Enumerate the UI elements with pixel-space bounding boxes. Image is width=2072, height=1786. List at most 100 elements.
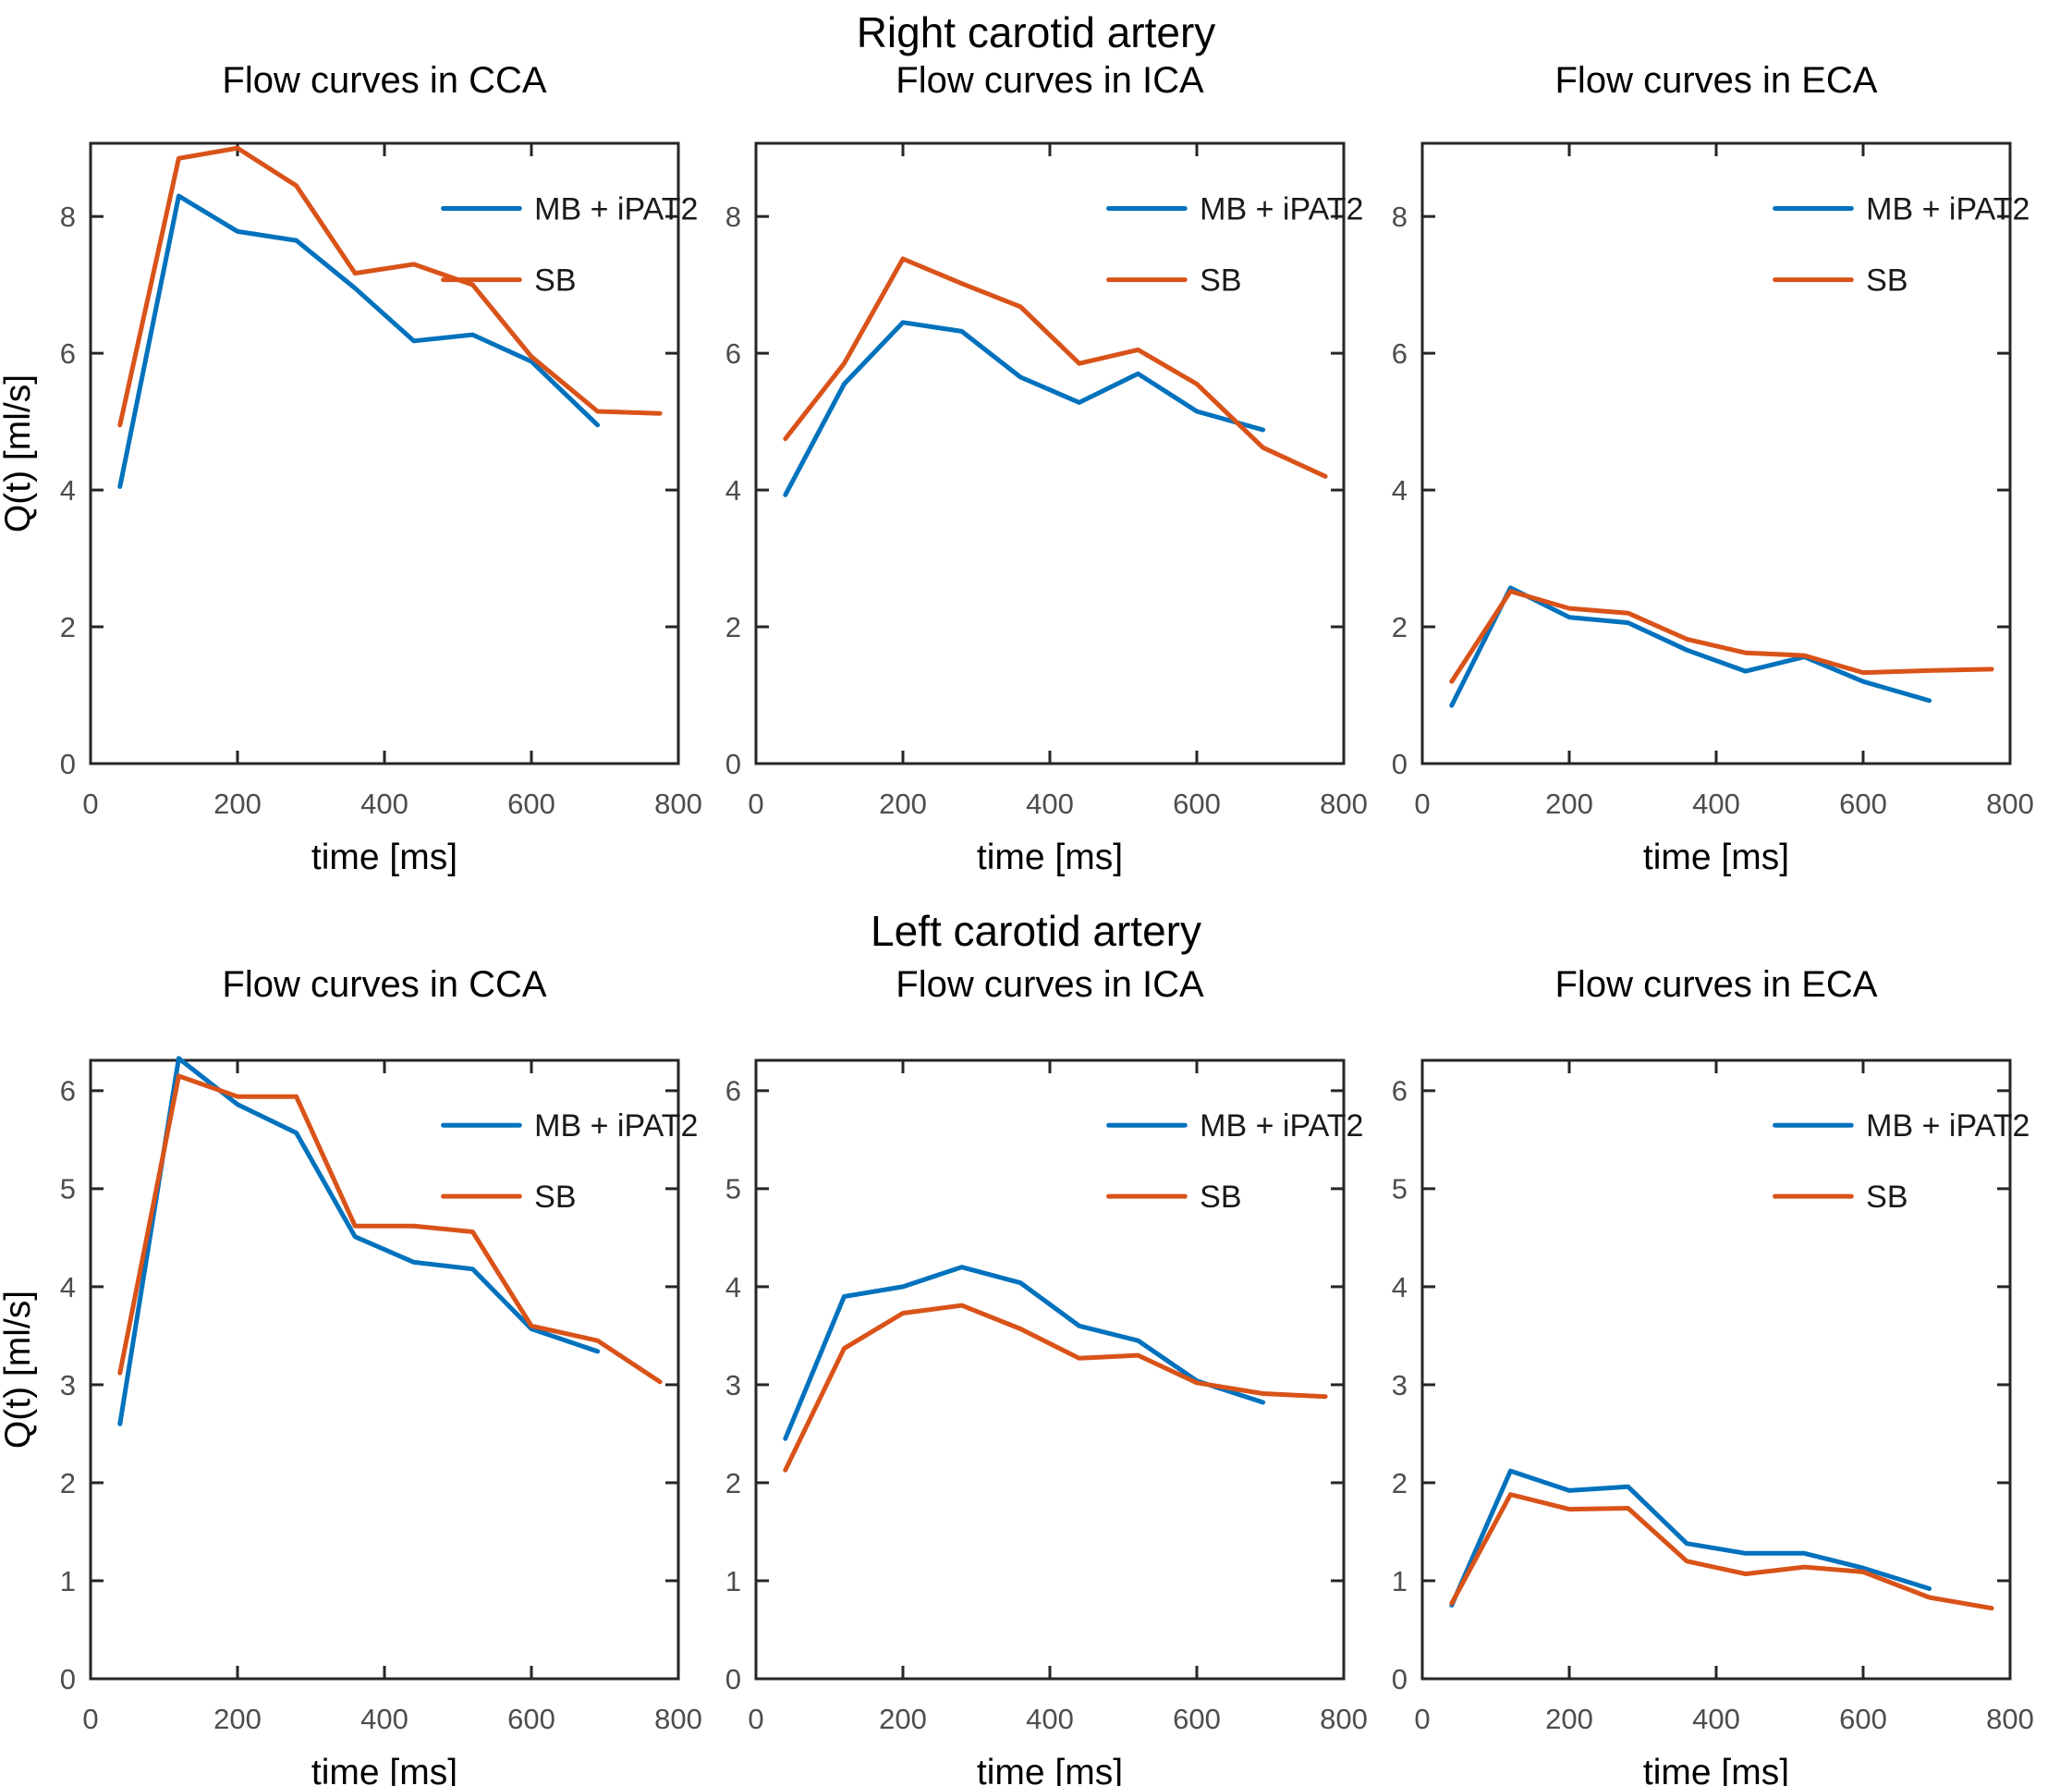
x-tick-label: 400 (1026, 788, 1074, 820)
x-tick-label: 200 (1545, 788, 1593, 820)
x-tick-label: 600 (1839, 788, 1887, 820)
y-tick-label: 6 (725, 1075, 741, 1107)
series-line-mb_ipat2 (117, 193, 601, 489)
x-tick-label: 800 (1320, 1703, 1368, 1735)
y-tick-label: 5 (60, 1173, 76, 1205)
x-tick-label: 0 (1414, 788, 1430, 820)
chart-title-left-eca: Flow curves in ECA (1555, 964, 1878, 1005)
x-tick-label: 600 (1173, 1703, 1221, 1735)
axes-box (754, 1058, 1346, 1681)
y-tick-label: 1 (60, 1565, 76, 1597)
x-tick-label: 800 (654, 788, 702, 820)
x-tick-label: 200 (213, 788, 262, 820)
legend-label-mb_ipat2: MB + iPAT2 (534, 191, 698, 226)
chart-title-right-cca: Flow curves in CCA (222, 60, 547, 101)
x-tick-label: 400 (1692, 788, 1740, 820)
legend-label-sb: SB (1200, 263, 1241, 299)
x-tick-label: 800 (1986, 788, 2034, 820)
y-tick-label: 5 (1392, 1173, 1408, 1205)
series-line-mb_ipat2 (783, 320, 1266, 497)
x-tick-label: 400 (1026, 1703, 1074, 1735)
x-tick-label: 0 (748, 1703, 763, 1735)
legend-label-mb_ipat2: MB + iPAT2 (1866, 1108, 2029, 1144)
suptitle-left-carotid: Left carotid artery (871, 907, 1201, 955)
x-axis-label: time [ms] (977, 838, 1123, 877)
axes-box (89, 141, 680, 765)
y-axis-label: Q(t) [ml/s] (0, 374, 38, 532)
chart-right-cca: Flow curves in CCA 0 200 400 600 800 0 2 4 6 8 time… (0, 60, 702, 877)
series-line-sb (1449, 1492, 1994, 1611)
legend-label-mb_ipat2: MB + iPAT2 (1200, 1108, 1363, 1144)
series-line-sb (1449, 589, 1994, 684)
y-tick-label: 2 (725, 611, 741, 643)
legend-label-mb_ipat2: MB + iPAT2 (1200, 191, 1363, 226)
y-tick-label: 2 (60, 611, 76, 643)
series-line-mb_ipat2 (1449, 585, 1932, 708)
y-tick-label: 8 (725, 201, 741, 233)
legend-label-mb_ipat2: MB + iPAT2 (1866, 191, 2029, 226)
y-axis-label: Q(t) [ml/s] (0, 1291, 38, 1449)
series-line-sb (783, 256, 1328, 479)
y-tick-label: 2 (725, 1467, 741, 1499)
chart-right-eca: Flow curves in ECA 0 200 400 600 800 0 2 4 6 8 time… (1392, 60, 2034, 877)
y-tick-label: 3 (1392, 1369, 1408, 1401)
series-line-sb (117, 145, 663, 428)
y-tick-label: 3 (60, 1369, 76, 1401)
y-tick-label: 0 (1392, 1663, 1408, 1695)
legend-label-sb: SB (1866, 263, 1907, 299)
legend-label-sb: SB (534, 1180, 576, 1215)
x-tick-label: 400 (360, 788, 408, 820)
y-tick-label: 1 (725, 1565, 741, 1597)
y-tick-label: 6 (725, 337, 741, 370)
y-tick-label: 4 (1392, 1271, 1408, 1303)
x-tick-label: 0 (1414, 1703, 1430, 1735)
y-tick-label: 2 (1392, 1467, 1408, 1499)
legend-label-sb: SB (1200, 1180, 1241, 1215)
y-tick-label: 4 (60, 474, 76, 507)
y-tick-label: 6 (60, 1075, 76, 1107)
x-tick-label: 600 (507, 1703, 555, 1735)
y-tick-label: 4 (1392, 474, 1408, 507)
x-tick-label: 400 (360, 1703, 408, 1735)
x-tick-label: 0 (82, 1703, 98, 1735)
x-tick-label: 200 (213, 1703, 262, 1735)
y-tick-label: 3 (725, 1369, 741, 1401)
x-tick-label: 600 (1839, 1703, 1887, 1735)
x-tick-label: 200 (879, 1703, 927, 1735)
y-tick-label: 2 (60, 1467, 76, 1499)
chart-title-right-ica: Flow curves in ICA (896, 60, 1204, 101)
y-tick-label: 4 (725, 1271, 741, 1303)
x-tick-label: 0 (748, 788, 763, 820)
legend-label-sb: SB (534, 263, 576, 299)
x-axis-label: time [ms] (1643, 838, 1789, 877)
suptitle-right-carotid: Right carotid artery (856, 8, 1216, 56)
y-tick-label: 0 (725, 1663, 741, 1695)
series-line-sb (117, 1073, 663, 1385)
chart-left-eca: Flow curves in ECA 0 200 400 600 800 0 1 2 3 4 5 6 ti… (1392, 964, 2034, 1786)
y-tick-label: 5 (725, 1173, 741, 1205)
x-axis-label: time [ms] (311, 838, 457, 877)
y-tick-label: 2 (1392, 611, 1408, 643)
y-tick-label: 4 (60, 1271, 76, 1303)
chart-title-right-eca: Flow curves in ECA (1555, 60, 1878, 101)
x-tick-label: 400 (1692, 1703, 1740, 1735)
y-tick-label: 0 (60, 1663, 76, 1695)
y-tick-label: 8 (60, 201, 76, 233)
y-tick-label: 6 (1392, 1075, 1408, 1107)
y-tick-label: 4 (725, 474, 741, 507)
x-tick-label: 0 (82, 788, 98, 820)
y-tick-label: 6 (1392, 337, 1408, 370)
x-axis-label: time [ms] (311, 1753, 457, 1786)
axes-box (89, 1058, 680, 1681)
series-line-mb_ipat2 (783, 1265, 1266, 1441)
y-tick-label: 0 (725, 748, 741, 780)
y-tick-label: 0 (1392, 748, 1408, 780)
chart-left-ica: Flow curves in ICA 0 200 400 600 800 0 1 2 3 4 5 6 ti… (725, 964, 1368, 1786)
series-line-sb (783, 1303, 1328, 1473)
x-tick-label: 600 (507, 788, 555, 820)
axes-box (754, 141, 1346, 765)
x-tick-label: 800 (1320, 788, 1368, 820)
chart-left-cca: Flow curves in CCA 0 200 400 600 800 0 1 2 3 4 5 6 ti… (0, 964, 702, 1786)
